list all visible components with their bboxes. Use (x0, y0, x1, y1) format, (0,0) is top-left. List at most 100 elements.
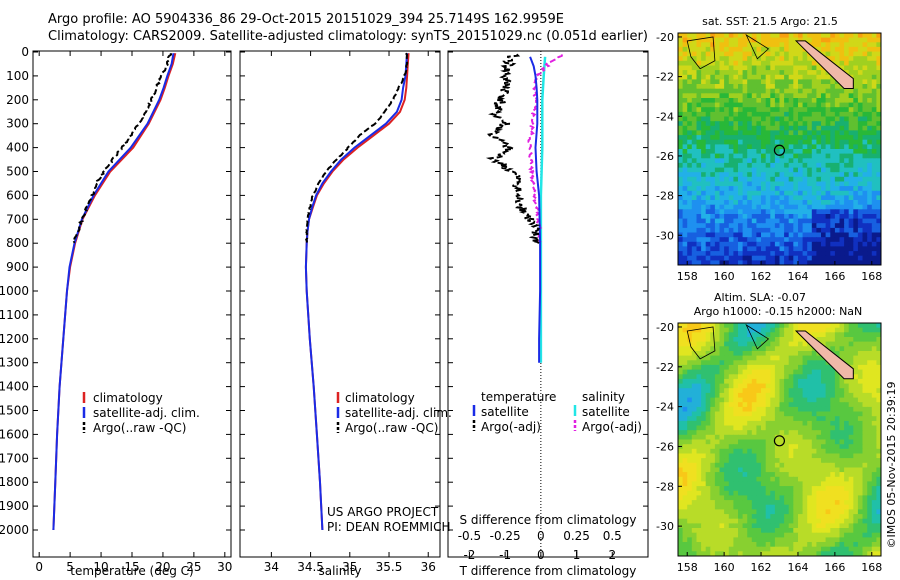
map-cell (705, 327, 711, 333)
map-cell (738, 153, 744, 159)
map-cell (761, 200, 767, 206)
map-cell (696, 351, 702, 357)
map-cell (696, 218, 702, 224)
map-cell (798, 369, 804, 375)
map-cell (738, 135, 744, 141)
map-cell (774, 46, 781, 53)
map-cell (719, 397, 725, 403)
map-cell (774, 458, 781, 464)
map-cell (867, 79, 873, 85)
legend-argo-label: Argo(..raw -QC) (93, 421, 186, 435)
map-cell (678, 227, 684, 234)
map-cell (705, 246, 711, 252)
map-cell (710, 444, 716, 450)
map-cell (825, 374, 831, 380)
map-cell (691, 509, 697, 515)
map-cell (728, 88, 734, 94)
map-cell (724, 74, 730, 80)
map-cell (793, 532, 799, 538)
map-cell (765, 74, 771, 80)
map-cell (701, 116, 707, 122)
map-cell (862, 364, 868, 371)
map-cell (724, 88, 730, 94)
map-cell (802, 504, 808, 510)
map-cell (687, 369, 693, 375)
map-cell (701, 323, 707, 329)
map-cell (738, 453, 744, 459)
map-cell (682, 397, 688, 403)
map-cell (839, 158, 845, 164)
map-cell (853, 88, 859, 94)
map-cell (682, 181, 688, 187)
map-cell (719, 255, 725, 261)
map-cell (821, 176, 827, 182)
map-cell (714, 176, 721, 182)
map-cell (834, 149, 841, 155)
map-cell (756, 214, 762, 220)
map-cell (714, 397, 721, 403)
map-cell (848, 439, 854, 445)
map-cell (793, 551, 799, 556)
map-cell (811, 232, 817, 238)
map-cell (710, 246, 716, 252)
map-cell (705, 378, 711, 385)
map-cell (765, 93, 771, 99)
map-cell (779, 214, 785, 220)
map-cell (811, 139, 817, 145)
map-cell (751, 190, 757, 196)
map-cell (844, 241, 850, 247)
map-cell (816, 102, 822, 108)
map-cell (728, 364, 734, 371)
map-cell (816, 420, 822, 427)
map-cell (761, 453, 767, 459)
map-cell (839, 332, 845, 338)
map-cell (867, 70, 873, 76)
reef-outline (686, 36, 716, 70)
map-cell (788, 172, 794, 178)
map-cell (830, 420, 836, 427)
map-cell (728, 542, 734, 548)
map-cell (793, 251, 799, 257)
map-cell (834, 190, 841, 196)
map-cell (705, 195, 711, 201)
map-cell (853, 430, 859, 436)
map-cell (719, 542, 725, 548)
map-cell (834, 411, 841, 417)
map-cell (678, 448, 684, 455)
map-cell (834, 532, 841, 538)
map-cell (678, 88, 684, 94)
map-cell (798, 388, 804, 394)
map-cell (724, 51, 730, 57)
map-cell (834, 37, 841, 43)
map-cell (742, 509, 748, 515)
map-cell (733, 495, 739, 501)
map-cell (705, 167, 711, 173)
map-cell (696, 204, 702, 210)
map-cell (751, 476, 757, 483)
map-cell (747, 444, 753, 450)
map-cell (862, 153, 868, 159)
map-cell (793, 378, 799, 385)
map-cell (714, 411, 721, 417)
map-cell (724, 135, 730, 141)
map-cell (811, 204, 817, 210)
map-cell (816, 528, 822, 534)
map-cell (779, 237, 785, 243)
map-cell (784, 518, 790, 524)
map-cell (788, 364, 794, 371)
map-cell (821, 458, 827, 464)
map-cell (825, 337, 831, 343)
map-cell (761, 223, 767, 229)
map-cell (821, 153, 827, 159)
map-cell (761, 500, 767, 506)
map-cell (802, 135, 808, 141)
map-cell (761, 337, 767, 343)
map-cell (807, 504, 813, 510)
map-cell (844, 532, 850, 538)
map-cell (756, 135, 762, 141)
map-cell (701, 518, 707, 524)
map-cell (714, 360, 721, 366)
map-cell (816, 33, 822, 39)
map-cell (701, 70, 707, 76)
map-cell (714, 98, 721, 104)
